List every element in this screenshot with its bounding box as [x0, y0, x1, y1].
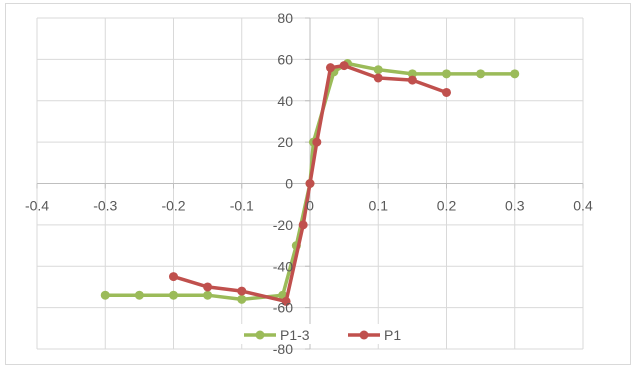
y-tick-label: 60 — [277, 51, 293, 67]
data-point-0 — [169, 290, 178, 300]
data-point-1 — [325, 63, 335, 73]
y-tick-label: 20 — [277, 134, 293, 150]
y-tick-label: -40 — [273, 258, 293, 274]
x-tick-label: 0.3 — [505, 198, 525, 214]
data-point-0 — [134, 290, 144, 300]
x-tick-label: 0.1 — [369, 198, 389, 214]
data-point-1 — [298, 220, 308, 230]
data-point-0 — [237, 294, 247, 304]
x-tick-label: -0.2 — [161, 198, 185, 214]
data-point-0 — [373, 65, 383, 75]
x-tick-label: 0.2 — [437, 198, 457, 214]
y-tick-label: 80 — [277, 10, 293, 26]
data-point-1 — [407, 75, 417, 85]
data-point-1 — [305, 179, 315, 188]
y-tick-label: 40 — [277, 93, 293, 109]
data-point-0 — [203, 290, 213, 300]
y-tick-label: -60 — [273, 300, 293, 316]
data-point-0 — [476, 69, 486, 79]
data-point-1 — [373, 73, 383, 83]
data-point-1 — [339, 61, 349, 71]
data-point-1 — [442, 87, 451, 97]
x-tick-label: -0.3 — [93, 198, 117, 214]
data-point-0 — [407, 69, 417, 79]
series-group — [100, 59, 520, 306]
legend-marker — [359, 330, 369, 340]
series-line-1 — [171, 63, 449, 304]
x-tick-label: -0.1 — [230, 198, 254, 214]
legend-label: P1-3 — [280, 327, 310, 343]
y-tick-label: -80 — [273, 341, 293, 357]
data-point-1 — [169, 272, 178, 282]
data-point-1 — [237, 286, 247, 296]
x-tick-label: -0.4 — [25, 198, 49, 214]
y-tick-label: 0 — [285, 176, 293, 192]
data-point-0 — [442, 69, 451, 79]
data-point-0 — [100, 290, 110, 300]
tick-labels: -0.4 -0.3 -0.2 -0.1 0 0.1 0.2 0.3 0.4 -80 -60 -40 -2… — [25, 10, 593, 357]
legend-label: P1 — [384, 327, 401, 343]
data-point-0 — [510, 69, 520, 79]
data-point-1 — [281, 296, 291, 306]
x-tick-label: 0.4 — [573, 198, 593, 214]
y-tick-label: -20 — [273, 217, 293, 233]
data-point-1 — [312, 137, 322, 147]
x-tick-label: 0 — [306, 198, 314, 214]
data-point-1 — [203, 282, 213, 292]
legend: P1-3 P1 — [240, 324, 428, 344]
legend-marker — [255, 330, 265, 340]
